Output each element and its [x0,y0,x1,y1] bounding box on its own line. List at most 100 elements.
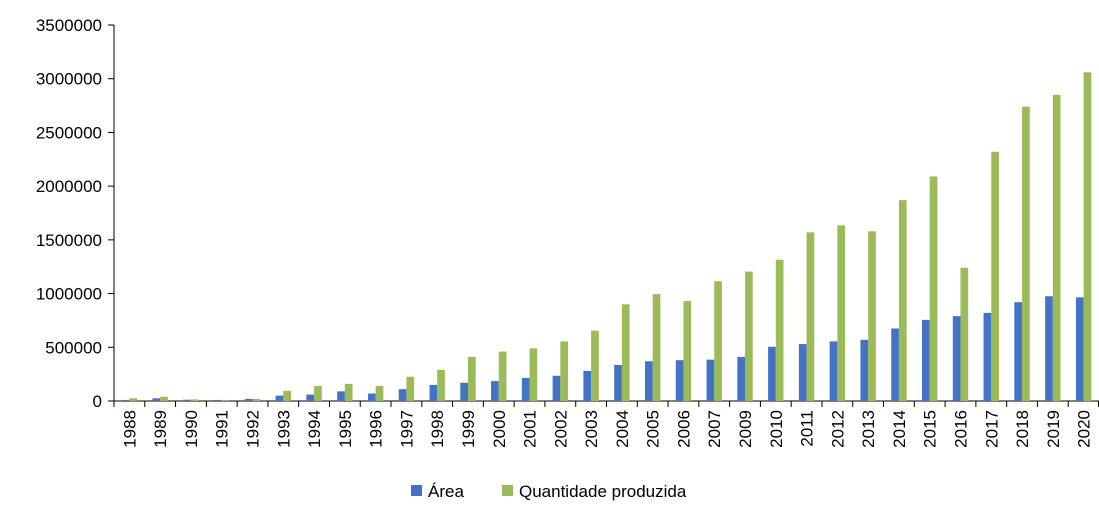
bar-quantidade-2002 [560,341,569,401]
x-axis: 1988 1989 1990 1991 1992 1993 1994 1995 1996 1997… [113,400,1099,448]
bar-area-1989 [152,398,161,401]
x-tick-label: 2005 [644,410,663,448]
bar-quantidade-2006 [683,301,692,401]
x-tick-label: 2019 [1044,410,1063,448]
x-tick-label: 2006 [674,410,693,448]
x-tick-label: 1990 [182,410,201,448]
bar-area-1988 [121,399,130,401]
bar-quantidade-1999 [467,356,476,401]
bar-quantidade-1993 [283,390,291,401]
bar-area-2006 [675,360,684,401]
bar-quantidade-1991 [221,399,230,401]
bar-quantidade-2010 [775,259,784,401]
x-tick-label: 2007 [705,410,724,448]
bar-quantidade-2009 [745,271,753,401]
legend-label: Quantidade produzida [519,482,687,501]
x-tick-label: 2011 [798,410,817,447]
bar-area-2010 [768,346,776,401]
bar-quantidade-2004 [621,304,630,401]
bar-quantidade-2015 [929,176,938,401]
y-tick-label: 3000000 [36,70,102,89]
x-tick-label: 1998 [428,410,447,448]
y-tick-label: 1500000 [36,231,102,250]
bar-area-2009 [737,356,746,401]
y-tick-label: 500000 [45,338,102,357]
x-tick-label: 1992 [244,410,263,448]
bars [121,72,1092,402]
bar-area-2013 [860,339,869,401]
x-tick-label: 2000 [490,410,509,448]
x-tick-label: 1989 [151,410,170,448]
x-tick-label: 2003 [582,410,601,448]
bar-area-2004 [614,365,622,401]
bar-quantidade-1997 [406,376,415,401]
x-tick-label: 1991 [213,410,232,448]
x-tick-label: 2018 [1013,410,1032,448]
bar-quantidade-1988 [129,398,138,401]
bar-quantidade-2013 [868,231,876,401]
bar-area-2002 [552,375,561,401]
y-axis: 0 500000 1000000 1500000 2000000 2500000 30000… [36,16,115,411]
x-tick-label: 2014 [890,410,909,448]
bar-area-2018 [1014,302,1023,401]
legend: Área Quantidade produzida [411,482,687,501]
bar-area-1998 [429,384,438,401]
bar-area-2007 [706,359,715,401]
bar-area-2020 [1075,297,1084,401]
x-tick-label: 2012 [828,410,847,448]
bar-quantidade-2012 [837,225,846,401]
x-tick-label: 2009 [736,410,755,448]
x-tick-label: 1988 [120,410,139,448]
bar-area-2011 [798,344,807,401]
bar-quantidade-1989 [160,396,168,401]
y-tick-label: 3500000 [36,16,102,35]
bar-quantidade-2007 [714,281,722,401]
bar-area-1991 [214,399,222,401]
bar-area-2000 [491,381,499,401]
legend-label: Área [428,482,464,501]
x-tick-label: 1996 [367,410,386,448]
bar-quantidade-1998 [437,369,445,401]
bar-area-2012 [829,341,838,401]
bar-quantidade-2017 [991,151,999,401]
bar-quantidade-2020 [1083,72,1092,402]
bar-area-2019 [1045,296,1053,401]
bar-quantidade-2000 [498,351,507,401]
x-tick-label: 2017 [982,410,1001,448]
bar-quantidade-2019 [1052,94,1061,401]
x-tick-label: 2013 [859,410,878,448]
x-tick-label: 1997 [397,410,416,448]
bar-quantidade-2014 [898,200,907,401]
bar-area-2003 [583,370,592,401]
bar-area-1999 [460,382,468,401]
legend-swatch [411,485,422,496]
x-tick-label: 2020 [1075,410,1094,448]
bar-area-1994 [306,394,315,401]
x-tick-label: 2015 [921,410,940,448]
x-tick-label: 1995 [336,410,355,448]
x-tick-label: 1994 [305,410,324,448]
x-tick-label: 1993 [274,410,293,448]
x-tick-label: 2004 [613,410,632,448]
bar-area-1990 [183,399,191,401]
bar-quantidade-2005 [652,294,661,401]
bar-area-1997 [398,389,407,401]
bar-quantidade-1992 [252,398,261,401]
x-tick-label: 2001 [521,410,540,448]
bar-area-2001 [521,377,530,401]
x-tick-label: 2002 [551,410,570,448]
x-tick-label: 1999 [459,410,478,448]
bar-quantidade-1994 [314,385,322,401]
y-tick-label: 2000000 [36,177,102,196]
bar-quantidade-2003 [591,330,599,401]
y-tick-label: 2500000 [36,123,102,142]
bar-area-1995 [337,391,345,401]
bar-area-1992 [244,398,253,401]
bar-quantidade-2011 [806,232,815,401]
x-tick-label: 2010 [767,410,786,448]
bar-area-1996 [367,393,376,401]
bar-area-2005 [644,361,653,401]
legend-swatch [502,485,513,496]
bar-area-2014 [891,328,899,401]
